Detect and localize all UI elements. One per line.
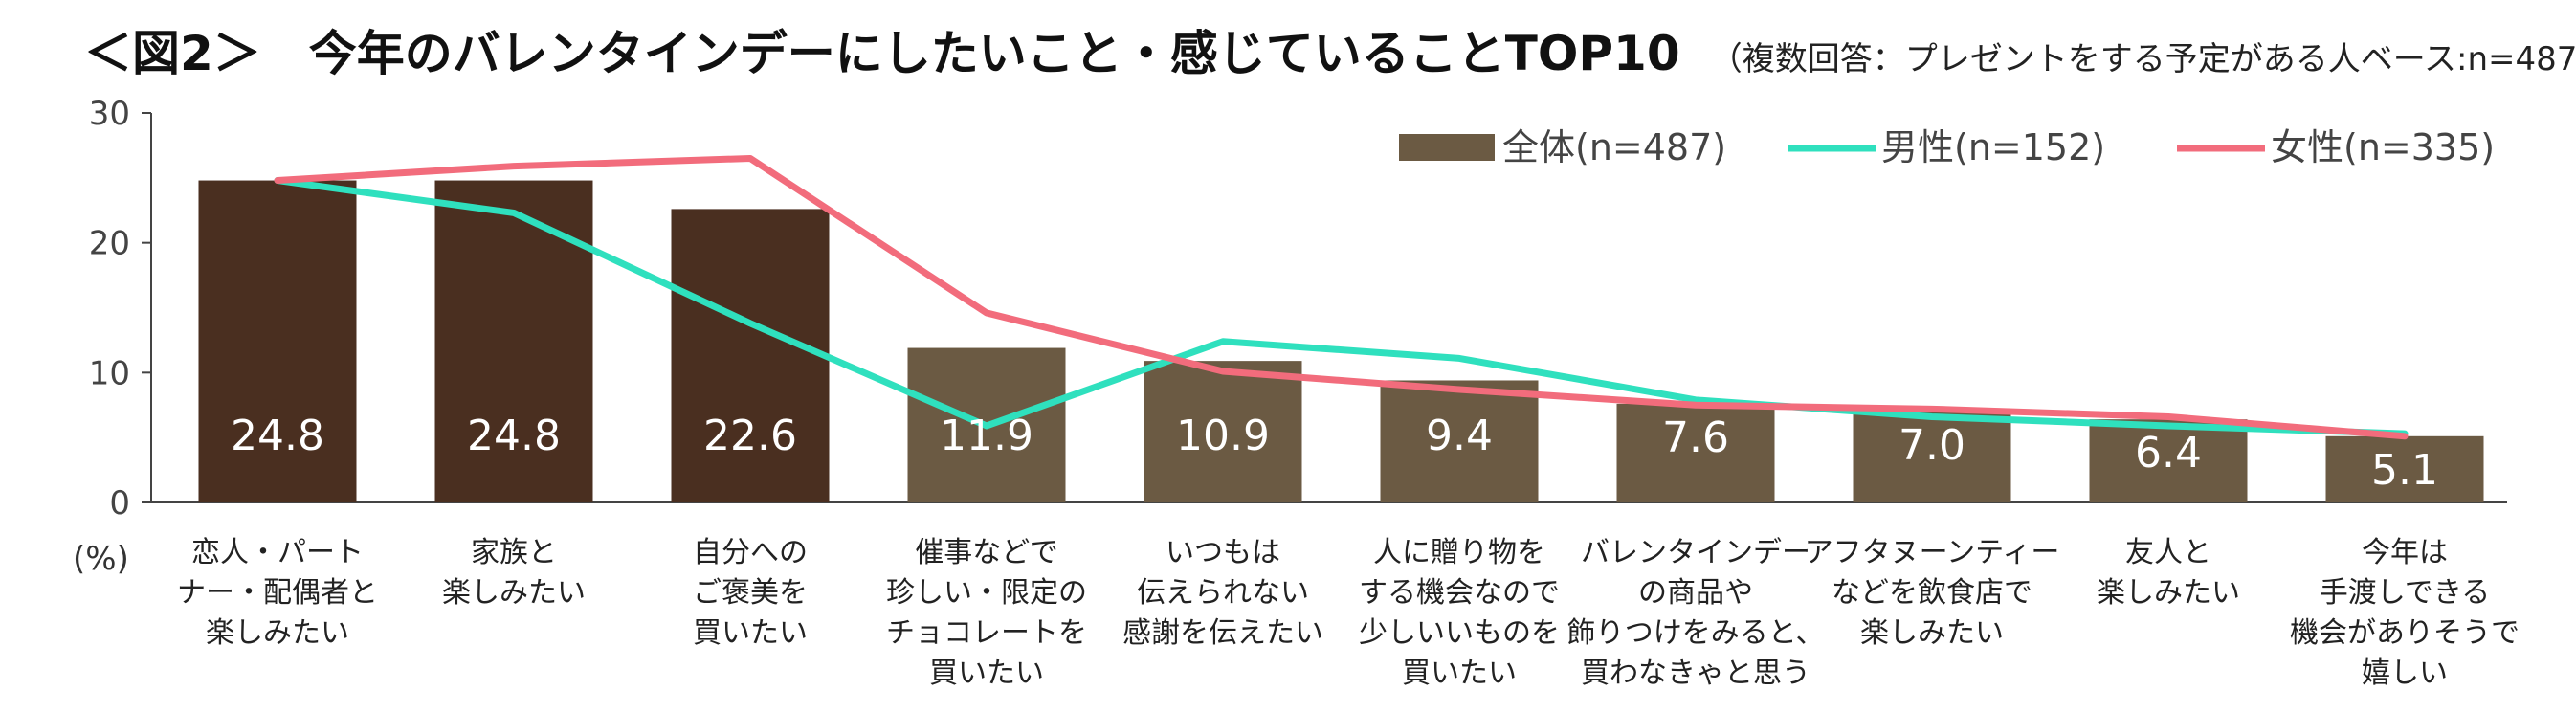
x-category-label: 伝えられない: [1137, 576, 1309, 610]
bar-data-label: 11.9: [940, 412, 1033, 460]
x-category-label: 手渡しできる: [2320, 576, 2491, 610]
x-category-label: 今年は: [2362, 536, 2448, 569]
bar: [1380, 380, 1539, 502]
chart-title-row: ＜図2＞ 今年のバレンタインデーにしたいこと・感じていることTOP10 （複数回…: [84, 15, 2576, 92]
x-category-label: の商品や: [1638, 576, 1753, 610]
x-category-label: 買いたい: [693, 616, 808, 650]
x-category-label: 友人と: [2125, 536, 2211, 569]
y-tick-label: 10: [89, 354, 130, 392]
bar: [198, 180, 357, 502]
legend-swatch-all: [1399, 134, 1495, 161]
bar-data-label: 5.1: [2371, 446, 2438, 495]
bar: [2325, 435, 2484, 502]
x-category-label: 自分への: [693, 536, 808, 569]
y-tick-label: 30: [89, 95, 130, 133]
legend-label: 全体(n=487): [1502, 126, 1726, 168]
y-axis-unit-label: (%): [73, 540, 129, 578]
x-category-label: バレンタインデー: [1581, 536, 1810, 569]
x-category-label: 催事などで: [915, 536, 1057, 569]
bar-data-label: 24.8: [467, 412, 561, 460]
bar: [1616, 403, 1775, 502]
bar-data-label: 9.4: [1426, 412, 1493, 460]
x-category-label: 楽しみたい: [206, 616, 349, 650]
x-category-label: チョコレートを: [886, 616, 1087, 650]
x-category-label: 買いたい: [1402, 657, 1517, 690]
x-category-label: アフタヌーンティー: [1805, 536, 2060, 569]
x-category-label: いつもは: [1166, 536, 1280, 569]
y-tick-label: 0: [109, 484, 130, 523]
x-category-label: 買わなきゃと思う: [1581, 657, 1810, 690]
x-category-label: する機会なので: [1359, 576, 1560, 610]
bar-data-label: 7.0: [1899, 421, 1965, 470]
bar: [2089, 419, 2248, 502]
x-category-label: ご褒美を: [693, 576, 808, 610]
bar: [671, 209, 830, 503]
bar-data-label: 24.8: [231, 412, 324, 460]
x-category-label: 飾りつけをみると、: [1566, 616, 1824, 650]
x-category-label: 人に贈り物を: [1373, 536, 1545, 569]
series-line: [274, 154, 2409, 440]
y-tick-label: 20: [89, 225, 130, 263]
x-category-label: などを飲食店で: [1832, 576, 2032, 610]
legend-label: 女性(n=335): [2271, 126, 2495, 168]
x-category-label: 恋人・パート: [191, 536, 364, 569]
x-category-label: ナー・配偶者と: [177, 576, 378, 610]
bar-data-label: 22.6: [703, 412, 797, 460]
x-category-label: 買いたい: [929, 657, 1044, 690]
chart-title: ＜図2＞ 今年のバレンタインデーにしたいこと・感じていることTOP10: [84, 26, 1680, 81]
x-category-label: 少しいいものを: [1359, 616, 1560, 650]
x-category-label: 楽しみたい: [442, 576, 586, 610]
x-category-label: 家族と: [471, 536, 557, 569]
bar-data-label: 10.9: [1176, 412, 1270, 460]
series-line: [274, 177, 2409, 437]
x-category-label: 珍しい・限定の: [886, 576, 1087, 610]
bar-data-label: 6.4: [2135, 429, 2202, 478]
bar-data-label: 7.6: [1662, 413, 1729, 462]
x-category-label: 嬉しい: [2362, 657, 2448, 690]
x-category-label: 感謝を伝えたい: [1122, 616, 1323, 650]
bar: [1144, 361, 1302, 502]
legend-label: 男性(n=152): [1881, 126, 2105, 168]
x-category-label: 楽しみたい: [1860, 616, 2004, 650]
chart-subtitle: （複数回答：プレゼントをする予定がある人ベース:n=487）: [1709, 40, 2576, 78]
bar: [1853, 412, 2011, 502]
x-category-label: 楽しみたい: [2097, 576, 2240, 610]
x-category-label: 機会がありそうで: [2290, 616, 2520, 650]
